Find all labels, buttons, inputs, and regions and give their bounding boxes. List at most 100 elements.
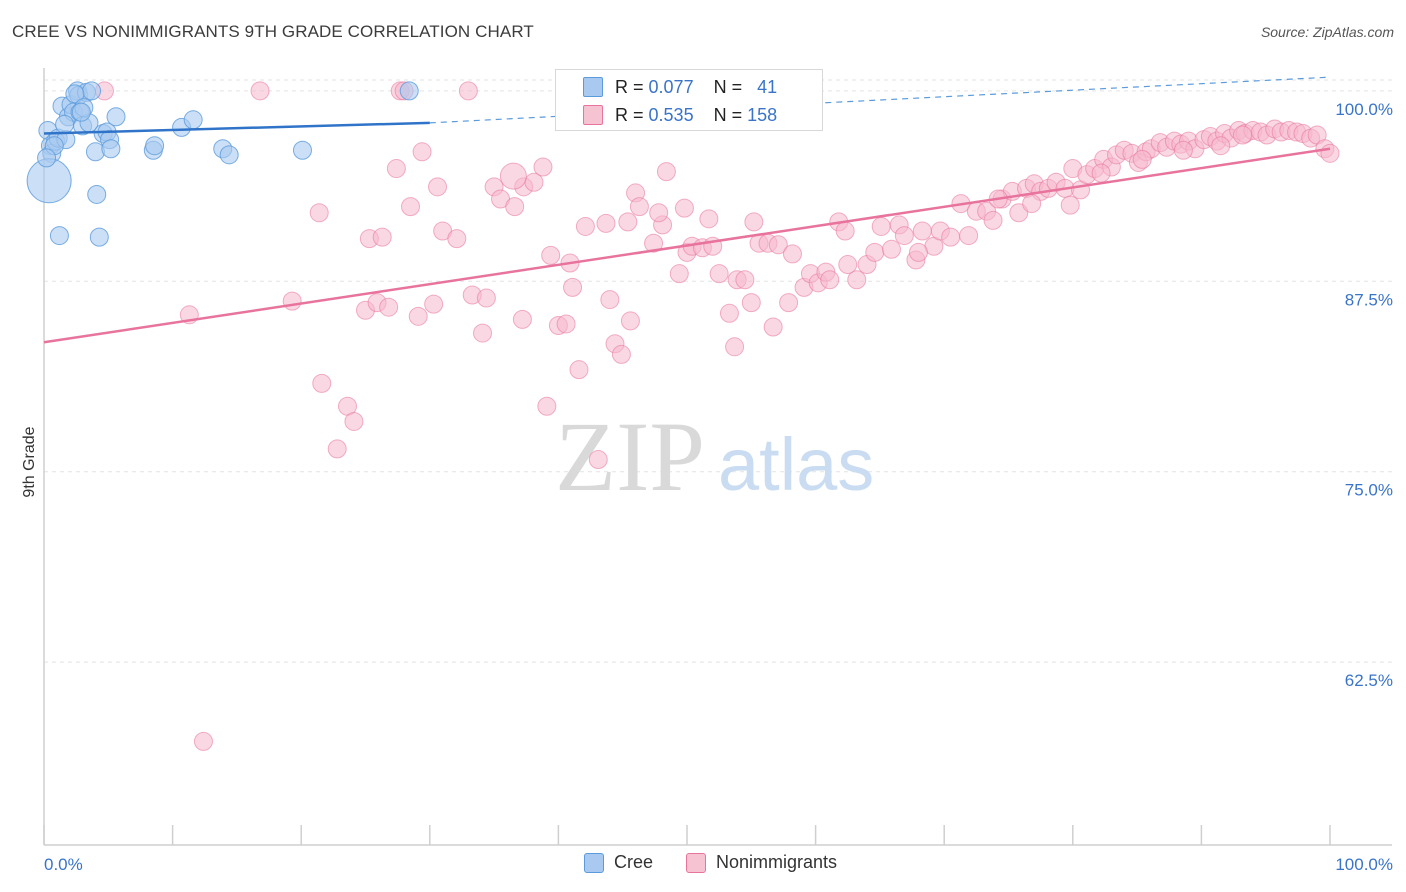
r-value-cree: 0.077 [648,76,694,97]
trend-lines [43,76,1331,344]
nonimmigrants-point [537,396,557,416]
n-value-cree: 41 [757,76,778,97]
stats-row-cree: R = 0.077 N = 41 [556,73,822,101]
nonimmigrants-point [424,294,444,314]
cree-point [292,140,312,160]
nonimmigrants-point [674,198,694,218]
nonimmigrants-point [563,277,583,297]
nonimmigrants-trend-line [43,147,1331,344]
cree-point [49,226,69,246]
nonimmigrants-point [1060,195,1080,215]
stats-row-nonimmigrants: R = 0.535 N = 158 [556,101,822,129]
x-tick-label: 100.0% [1335,855,1393,874]
r-value-nonimmigrants: 0.535 [648,104,694,125]
cree-trend-line [43,121,430,135]
legend-item-nonimmigrants[interactable]: Nonimmigrants [686,852,837,873]
n-label: N = [713,76,743,97]
nonimmigrants-point [569,360,589,380]
cree-point [37,148,57,168]
nonimmigrants-point [1233,125,1253,145]
nonimmigrants-swatch [583,105,603,125]
nonimmigrants-point [458,81,478,101]
nonimmigrants-point [719,303,739,323]
nonimmigrants-point [596,213,616,233]
nonimmigrants-point [379,297,399,317]
legend-nonimmigrants-swatch [686,852,706,873]
nonimmigrants-point [541,245,561,265]
nonimmigrants-point [709,264,729,284]
nonimmigrants-point [1009,203,1029,223]
legend-cree-swatch [584,852,604,873]
nonimmigrants-point [735,270,755,290]
nonimmigrants-points [94,81,1340,751]
nonimmigrants-point [386,159,406,179]
nonimmigrants-point [847,270,867,290]
nonimmigrants-point [620,311,640,331]
cree-point [71,102,91,122]
nonimmigrants-point [512,309,532,329]
cree-swatch [583,77,603,97]
nonimmigrants-point [499,162,527,190]
nonimmigrants-point [600,290,620,310]
stats-legend: R = 0.077 N = 41 R = 0.535 N = 158 [555,69,823,131]
nonimmigrants-point [871,216,891,236]
source-label: Source: ZipAtlas.com [1260,24,1394,40]
cree-trend-extension [429,76,1331,124]
nonimmigrants-point [779,293,799,313]
cree-point [65,84,85,104]
y-tick-label: 100.0% [1335,100,1393,119]
nonimmigrants-point [838,255,858,275]
nonimmigrants-point [428,177,448,197]
cree-point [89,227,109,247]
nonimmigrants-point [741,293,761,313]
y-axis-label: 9th Grade [21,426,38,497]
nonimmigrants-point [881,239,901,259]
grid-lines [44,79,1392,663]
cree-point [219,145,239,165]
x-tick-label: 0.0% [44,855,83,874]
nonimmigrants-point [983,210,1003,230]
cree-point [145,136,165,156]
nonimmigrants-point [629,197,649,217]
nonimmigrants-point [401,197,421,217]
nonimmigrants-point [912,221,932,241]
nonimmigrants-point [327,439,347,459]
r-label: R = [615,76,644,97]
nonimmigrants-point [959,226,979,246]
legend-cree-label: Cree [614,852,654,872]
cree-point [55,114,75,134]
nonimmigrants-point [611,344,631,364]
n-label: N = [713,104,743,125]
nonimmigrants-point [372,227,392,247]
nonimmigrants-point [473,323,493,343]
nonimmigrants-point [820,270,840,290]
y-tick-label: 75.0% [1345,481,1393,500]
cree-point [106,107,126,127]
nonimmigrants-point [908,242,928,262]
nonimmigrants-point [1211,136,1231,156]
nonimmigrants-point [725,337,745,357]
nonimmigrants-point [618,212,638,232]
cree-point [399,81,419,101]
nonimmigrants-point [575,216,595,236]
nonimmigrants-point [656,162,676,182]
nonimmigrants-point [344,411,364,431]
cree-points [26,81,419,247]
cree-point [87,184,107,204]
chart-title: CREE VS NONIMMIGRANTS 9TH GRADE CORRELAT… [12,22,534,41]
cree-point [101,139,121,159]
nonimmigrants-point [505,197,525,217]
nonimmigrants-point [1091,163,1111,183]
nonimmigrants-point [588,450,608,470]
nonimmigrants-point [763,317,783,337]
nonimmigrants-point [669,264,689,284]
legend-nonimmigrants-label: Nonimmigrants [716,852,838,872]
y-tick-label: 87.5% [1345,290,1393,309]
nonimmigrants-point [193,731,213,751]
legend-item-cree[interactable]: Cree [584,852,653,873]
watermark-atlas: atlas [718,423,874,506]
nonimmigrants-point [865,242,885,262]
nonimmigrants-point [1173,140,1193,160]
nonimmigrants-point [533,157,553,177]
